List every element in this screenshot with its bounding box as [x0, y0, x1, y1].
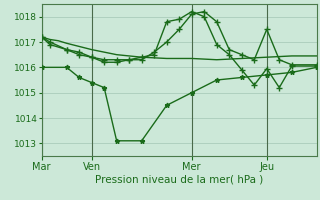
X-axis label: Pression niveau de la mer( hPa ): Pression niveau de la mer( hPa )	[95, 174, 263, 184]
